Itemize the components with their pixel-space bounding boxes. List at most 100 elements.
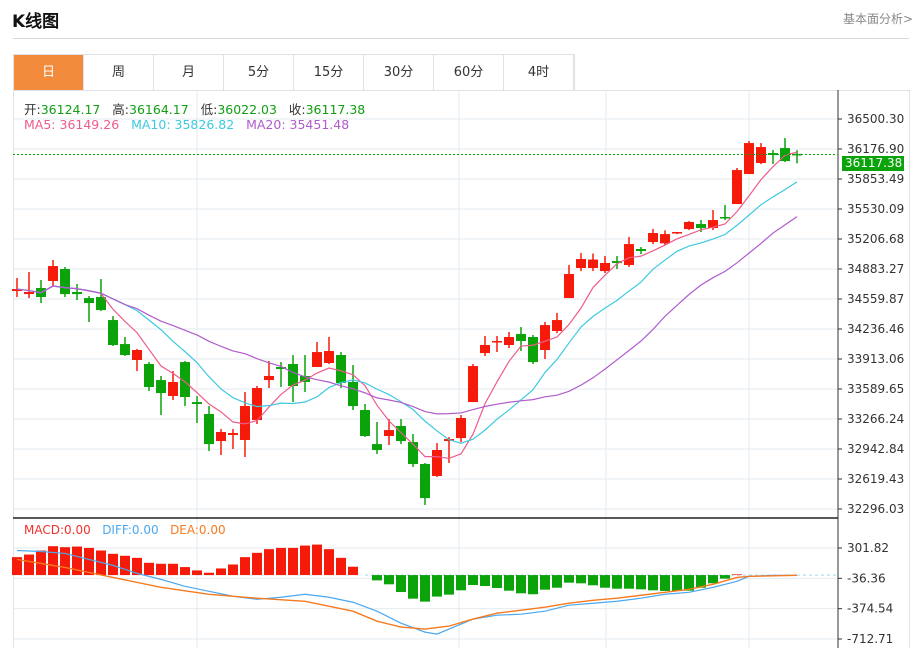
macd-tick-label: -712.71 [847, 632, 893, 646]
macd-bar [432, 575, 442, 597]
diff-line [16, 549, 797, 635]
tab-5min[interactable]: 5分 [224, 55, 294, 90]
candle-down [192, 402, 202, 404]
macd-bar [480, 575, 490, 587]
tab-30min[interactable]: 30分 [364, 55, 434, 90]
tab-4hour[interactable]: 4时 [504, 55, 574, 90]
ma-readout: MA5: 36149.26 MA10: 35826.82 MA20: 35451… [24, 117, 349, 132]
candle-down [204, 414, 214, 445]
macd-bar [108, 553, 118, 576]
macd-bar [684, 575, 694, 591]
candle-up [24, 292, 34, 295]
candle-up [492, 341, 502, 343]
macd-bar [540, 575, 550, 590]
candle-up [708, 220, 718, 229]
macd-bar [420, 575, 430, 602]
tab-day[interactable]: 日 [14, 55, 84, 90]
candle-up [588, 259, 598, 269]
macd-bar [660, 575, 670, 591]
macd-bar [492, 575, 502, 588]
macd-bar [324, 549, 334, 576]
candle-down [636, 248, 646, 252]
candle-up [48, 266, 58, 281]
fundamental-analysis-link[interactable]: 基本面分析> [842, 12, 913, 26]
chart-panel[interactable] [13, 90, 910, 648]
candle-down [84, 298, 94, 304]
candle-up [600, 262, 610, 272]
tab-month[interactable]: 月 [154, 55, 224, 90]
macd-bar [564, 575, 574, 583]
tab-60min[interactable]: 60分 [434, 55, 504, 90]
high-value: 36164.17 [129, 102, 189, 117]
candle-down [180, 362, 190, 398]
price-tick-label: 32296.03 [847, 502, 904, 516]
macd-bar [576, 575, 586, 584]
ohlc-readout: 开:36124.17 高:36164.17 低:36022.03 收:36117… [24, 99, 365, 118]
candle-up [552, 320, 562, 331]
price-tick-label: 35853.49 [847, 172, 904, 186]
macd-bar [504, 575, 514, 591]
macd-bar [336, 557, 346, 576]
candle-down [336, 355, 346, 384]
candle-up [252, 388, 262, 421]
price-tick-label: 36500.30 [847, 112, 904, 126]
ma5-value: 36149.26 [59, 117, 120, 132]
candle-up [324, 351, 334, 363]
candle-up [648, 233, 658, 243]
macd-bar [708, 575, 718, 584]
low-value: 36022.03 [217, 102, 277, 117]
macd-bar [384, 575, 394, 585]
macd-bar [408, 575, 418, 599]
macd-bar [456, 575, 466, 591]
ma20-value: 35451.48 [289, 117, 350, 132]
ma10-label: MA10: [131, 117, 171, 132]
candle-up [684, 221, 694, 230]
macd-bar [372, 575, 382, 581]
candle-down [60, 269, 70, 295]
ma10-value: 35826.82 [174, 117, 235, 132]
macd-bar [12, 557, 22, 576]
macd-bar [204, 572, 214, 576]
candle-up [504, 337, 514, 345]
candle-down [72, 292, 82, 295]
macd-bar [648, 575, 658, 591]
candle-down [288, 364, 298, 386]
macd-bar [60, 547, 70, 576]
macd-legend-macd: MACD:0.00 [24, 523, 91, 537]
candle-down [396, 425, 406, 442]
macd-bar [444, 575, 454, 595]
current-price-label: 36117.38 [842, 156, 904, 171]
macd-bar [252, 552, 262, 576]
ma20-label: MA20: [246, 117, 286, 132]
candle-down [348, 382, 358, 407]
close-value: 36117.38 [305, 102, 366, 117]
candle-up [132, 350, 142, 361]
macd-legend: MACD:0.00 DIFF:0.00 DEA:0.00 [24, 523, 226, 537]
candle-up [432, 450, 442, 476]
candle-down [408, 442, 418, 465]
macd-bar [300, 545, 310, 576]
candle-down [96, 297, 106, 311]
macd-bar [636, 575, 646, 590]
price-tick-label: 36176.90 [847, 142, 904, 156]
macd-bar [552, 575, 562, 588]
price-tick-label: 34236.46 [847, 322, 904, 336]
price-tick-label: 35530.09 [847, 202, 904, 216]
macd-bar [84, 547, 94, 576]
macd-bar [720, 575, 730, 579]
candle-up [12, 289, 22, 292]
candle-up [168, 382, 178, 397]
macd-bar [696, 575, 706, 588]
candle-up [468, 366, 478, 403]
tab-15min[interactable]: 15分 [294, 55, 364, 90]
macd-bar [240, 557, 250, 576]
macd-bar [600, 575, 610, 588]
candle-up [672, 232, 682, 234]
macd-tick-label: 301.82 [847, 541, 889, 555]
candle-up [228, 433, 238, 435]
macd-bar [72, 546, 82, 576]
macd-legend-dea: DEA:0.00 [170, 523, 226, 537]
candle-up [456, 418, 466, 439]
tab-week[interactable]: 周 [84, 55, 154, 90]
